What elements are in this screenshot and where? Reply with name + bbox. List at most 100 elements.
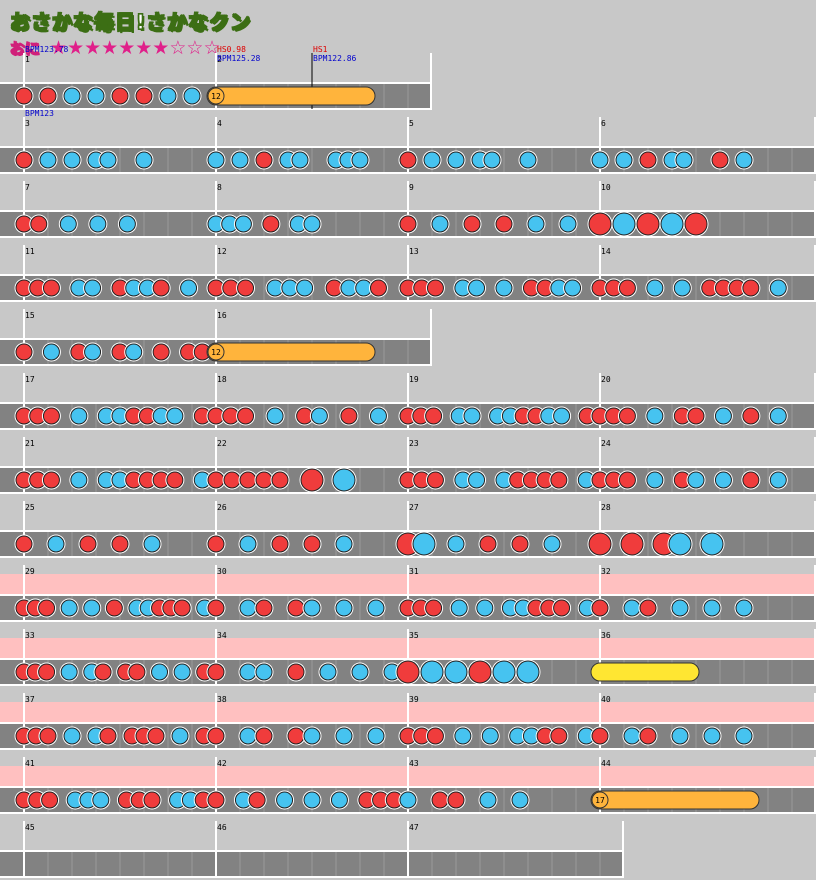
ka-note: [511, 791, 529, 809]
ka-note: [183, 87, 201, 105]
don-note: [15, 343, 33, 361]
ka-note: [99, 151, 117, 169]
measure-number: 9: [409, 183, 414, 192]
don-note: [152, 343, 170, 361]
ka-note: [559, 215, 577, 233]
ka-note: [276, 791, 294, 809]
big-ka-note: [668, 532, 692, 556]
ka-note: [84, 279, 102, 297]
measure-number: 27: [409, 503, 419, 512]
big-don-note: [588, 212, 612, 236]
don-note: [553, 599, 571, 617]
ka-note: [450, 599, 468, 617]
difficulty-row: おに ★★★★★★★☆☆☆: [9, 38, 220, 58]
ka-note: [687, 471, 705, 489]
ka-note: [335, 727, 353, 745]
measure-number: 11: [25, 247, 35, 256]
star-filled-icon: ★: [118, 37, 136, 59]
bpm-label: BPM123: [25, 109, 54, 118]
ka-note: [207, 151, 225, 169]
big-don-note: [684, 212, 708, 236]
ka-note: [159, 87, 177, 105]
don-note: [223, 471, 241, 489]
difficulty-stars: ★★★★★★★☆☆☆: [50, 38, 220, 58]
ka-note: [454, 727, 472, 745]
don-note: [39, 727, 57, 745]
ka-note: [255, 663, 273, 681]
big-ka-note: [612, 212, 636, 236]
big-ka-note: [420, 660, 444, 684]
don-note: [495, 215, 513, 233]
ka-note: [60, 663, 78, 681]
ka-note: [60, 599, 78, 617]
ka-note: [553, 407, 571, 425]
don-note: [639, 727, 657, 745]
measure-number: 17: [25, 375, 35, 384]
difficulty-label: おに: [9, 39, 41, 58]
measure-number: 30: [217, 567, 227, 576]
measure-number: 20: [601, 375, 611, 384]
ka-note: [671, 599, 689, 617]
don-note: [38, 663, 56, 681]
ka-note: [623, 727, 641, 745]
don-note: [255, 727, 273, 745]
ka-note: [83, 599, 101, 617]
measure-number: 16: [217, 311, 227, 320]
ka-note: [303, 791, 321, 809]
don-note: [426, 279, 444, 297]
ka-note: [468, 279, 486, 297]
ka-note: [239, 727, 257, 745]
measure-number: 10: [601, 183, 611, 192]
big-ka-note: [412, 532, 436, 556]
ka-note: [92, 791, 110, 809]
don-note: [550, 727, 568, 745]
measure-number: 32: [601, 567, 611, 576]
measure-number: 26: [217, 503, 227, 512]
don-note: [303, 535, 321, 553]
don-note: [15, 87, 33, 105]
ka-note: [769, 471, 787, 489]
ka-note: [447, 151, 465, 169]
don-note: [425, 599, 443, 617]
measure-number: 12: [217, 247, 227, 256]
ka-note: [135, 151, 153, 169]
ka-note: [367, 599, 385, 617]
don-note: [271, 471, 289, 489]
ka-note: [303, 599, 321, 617]
don-note: [173, 599, 191, 617]
don-note: [94, 663, 112, 681]
ka-note: [564, 279, 582, 297]
don-note: [207, 727, 225, 745]
ka-note: [399, 791, 417, 809]
ka-note: [42, 343, 60, 361]
ka-note: [769, 407, 787, 425]
ka-note: [351, 151, 369, 169]
ka-note: [675, 151, 693, 169]
measure-number: 13: [409, 247, 419, 256]
ka-note: [63, 151, 81, 169]
don-note: [271, 535, 289, 553]
ka-note: [173, 663, 191, 681]
don-note: [111, 87, 129, 105]
don-note: [639, 599, 657, 617]
ka-note: [543, 535, 561, 553]
don-note: [618, 471, 636, 489]
ka-note: [239, 663, 257, 681]
don-note: [262, 215, 280, 233]
measure-number: 25: [25, 503, 35, 512]
ka-note: [646, 471, 664, 489]
measure-number: 19: [409, 375, 419, 384]
ka-note: [481, 727, 499, 745]
ka-note: [266, 407, 284, 425]
don-note: [399, 215, 417, 233]
don-note: [15, 151, 33, 169]
measure-number: 3: [25, 119, 30, 128]
balloon-count: 12: [211, 92, 221, 101]
don-note: [207, 535, 225, 553]
measure-number: 15: [25, 311, 35, 320]
don-note: [105, 599, 123, 617]
don-note: [426, 727, 444, 745]
ka-note: [330, 791, 348, 809]
ka-note: [527, 215, 545, 233]
don-note: [237, 407, 255, 425]
